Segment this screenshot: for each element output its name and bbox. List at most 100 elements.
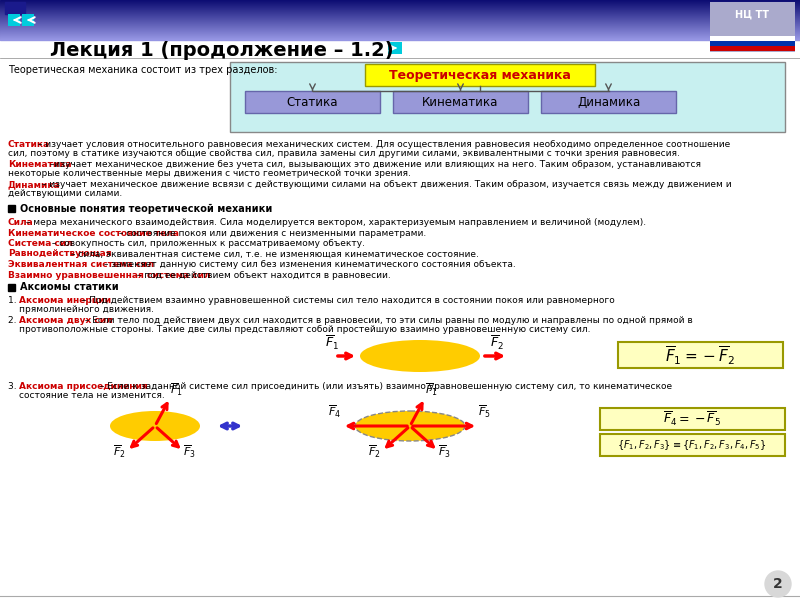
Bar <box>8 205 15 212</box>
Circle shape <box>765 571 791 597</box>
Bar <box>0 12 800 13</box>
Text: Динамика: Динамика <box>8 180 61 189</box>
Text: – Если к заданной системе сил присоединить (или изъять) взаимно уравновешенную с: – Если к заданной системе сил присоедини… <box>97 382 672 391</box>
Bar <box>0 0 800 1</box>
Bar <box>0 8 800 9</box>
Bar <box>0 24 800 25</box>
Text: Эквивалентная система сил: Эквивалентная система сил <box>8 260 154 269</box>
Bar <box>0 37 800 38</box>
Bar <box>0 36 800 37</box>
Bar <box>0 35 800 36</box>
Bar <box>710 36 795 41</box>
Ellipse shape <box>360 340 480 372</box>
Text: $\{F_1,F_2,F_3\}\equiv\{F_1,F_2,F_3,F_4,F_5\}$: $\{F_1,F_2,F_3\}\equiv\{F_1,F_2,F_3,F_4,… <box>617 438 767 452</box>
Text: Динамика: Динамика <box>577 95 640 109</box>
Bar <box>0 21 800 22</box>
Bar <box>618 342 783 368</box>
Bar <box>0 38 800 39</box>
Text: Теоретическая механика: Теоретическая механика <box>389 68 571 82</box>
Text: 2: 2 <box>773 577 783 591</box>
Bar <box>0 23 800 24</box>
Bar <box>230 62 785 132</box>
Text: Лекция 1 (продолжение – 1.2): Лекция 1 (продолжение – 1.2) <box>50 41 394 61</box>
Bar <box>0 15 800 16</box>
Bar <box>0 33 800 34</box>
Text: Теоретическая механика состоит из трех разделов:: Теоретическая механика состоит из трех р… <box>8 65 278 75</box>
Text: 2.: 2. <box>8 316 19 325</box>
Text: – заменяет данную систему сил без изменения кинематического состояния объекта.: – заменяет данную систему сил без измене… <box>101 260 516 269</box>
Bar <box>5 2 25 14</box>
Bar <box>393 91 528 113</box>
Bar <box>0 19 800 20</box>
Text: сил, поэтому в статике изучаются общие свойства сил, правила замены сил другими : сил, поэтому в статике изучаются общие с… <box>8 149 680 158</box>
Bar <box>541 91 676 113</box>
Text: Сила: Сила <box>8 218 34 227</box>
Text: Кинематическое состояние тела: Кинематическое состояние тела <box>8 229 179 238</box>
Text: –изучает механическое движение без учета сил, вызывающих это движение или влияющ: –изучает механическое движение без учета… <box>47 160 701 169</box>
Text: – мера механического взаимодействия. Сила моделируется вектором, характеризуемым: – мера механического взаимодействия. Сил… <box>23 218 646 227</box>
Text: – изучает механическое движение всвязи с действующими силами на объект движения.: – изучает механическое движение всвязи с… <box>39 180 732 189</box>
Text: состояние тела не изменится.: состояние тела не изменится. <box>19 391 165 400</box>
Bar <box>600 408 785 430</box>
Text: Кинематика: Кинематика <box>8 160 72 169</box>
Bar <box>0 25 800 26</box>
Text: Равнодействующая: Равнодействующая <box>8 250 112 259</box>
Text: 3.: 3. <box>8 382 19 391</box>
Bar <box>0 7 800 8</box>
Bar <box>0 6 800 7</box>
Text: $\overline{F}_2$: $\overline{F}_2$ <box>490 334 504 352</box>
Text: $\overline{F}_4 = -\overline{F}_5$: $\overline{F}_4 = -\overline{F}_5$ <box>663 410 721 428</box>
Bar <box>0 34 800 35</box>
Text: – совокупность сил, приложенных к рассматриваемому объекту.: – совокупность сил, приложенных к рассма… <box>49 239 365 248</box>
Text: $\overline{F}_1$: $\overline{F}_1$ <box>170 381 182 398</box>
Text: Система сил: Система сил <box>8 239 73 248</box>
Bar <box>0 32 800 33</box>
Bar <box>0 39 800 40</box>
Bar <box>710 2 795 52</box>
Text: Кинематика: Кинематика <box>422 95 498 109</box>
Bar <box>22 14 34 26</box>
Bar <box>0 4 800 5</box>
Text: $\overline{F}_2$: $\overline{F}_2$ <box>368 443 381 460</box>
Bar <box>0 22 800 23</box>
Ellipse shape <box>110 411 200 441</box>
Text: – Под действием взаимно уравновешенной системы сил тело находится в состоянии по: – Под действием взаимно уравновешенной с… <box>78 296 614 305</box>
Bar <box>0 18 800 19</box>
Text: Статика: Статика <box>8 140 50 149</box>
Bar <box>0 13 800 14</box>
Text: – под ее действием объект находится в равновесии.: – под ее действием объект находится в ра… <box>134 271 391 280</box>
Bar <box>710 41 795 46</box>
Bar <box>0 5 800 6</box>
Text: Аксиомы статики: Аксиомы статики <box>20 283 118 292</box>
Text: – состояние покоя или движения с неизменными параметрами.: – состояние покоя или движения с неизмен… <box>116 229 426 238</box>
Bar <box>365 64 595 86</box>
Bar <box>0 2 800 3</box>
Text: Основные понятия теоретической механики: Основные понятия теоретической механики <box>20 203 272 214</box>
Text: – сила, эквивалентная системе сил, т.е. не изменяющая кинематическое состояние.: – сила, эквивалентная системе сил, т.е. … <box>67 250 478 259</box>
Bar <box>0 28 800 29</box>
Text: Аксиома инерции: Аксиома инерции <box>19 296 111 305</box>
Bar <box>0 9 800 10</box>
Bar <box>0 10 800 11</box>
Bar <box>600 434 785 456</box>
Bar <box>0 1 800 2</box>
Text: – изучает условия относительного равновесия механических систем. Для осуществлен: – изучает условия относительного равнове… <box>35 140 730 149</box>
Bar <box>0 26 800 27</box>
Bar <box>8 284 15 291</box>
Text: $\overline{F}_3$: $\overline{F}_3$ <box>438 443 450 460</box>
Bar <box>388 42 402 54</box>
Text: действующими силами.: действующими силами. <box>8 189 122 198</box>
Bar <box>0 30 800 31</box>
Bar <box>710 46 795 51</box>
Text: 1.: 1. <box>8 296 19 305</box>
Text: НЦ ТТ: НЦ ТТ <box>735 10 769 20</box>
Text: некоторые количественные меры движения с чисто геометрической точки зрения.: некоторые количественные меры движения с… <box>8 169 411 178</box>
Bar <box>0 20 800 21</box>
Bar <box>0 29 800 30</box>
Text: $\overline{F}_3$: $\overline{F}_3$ <box>183 443 196 460</box>
Bar <box>0 31 800 32</box>
Bar <box>8 14 20 26</box>
Bar <box>0 16 800 17</box>
Text: Аксиома двух сил: Аксиома двух сил <box>19 316 113 325</box>
Bar <box>0 11 800 12</box>
